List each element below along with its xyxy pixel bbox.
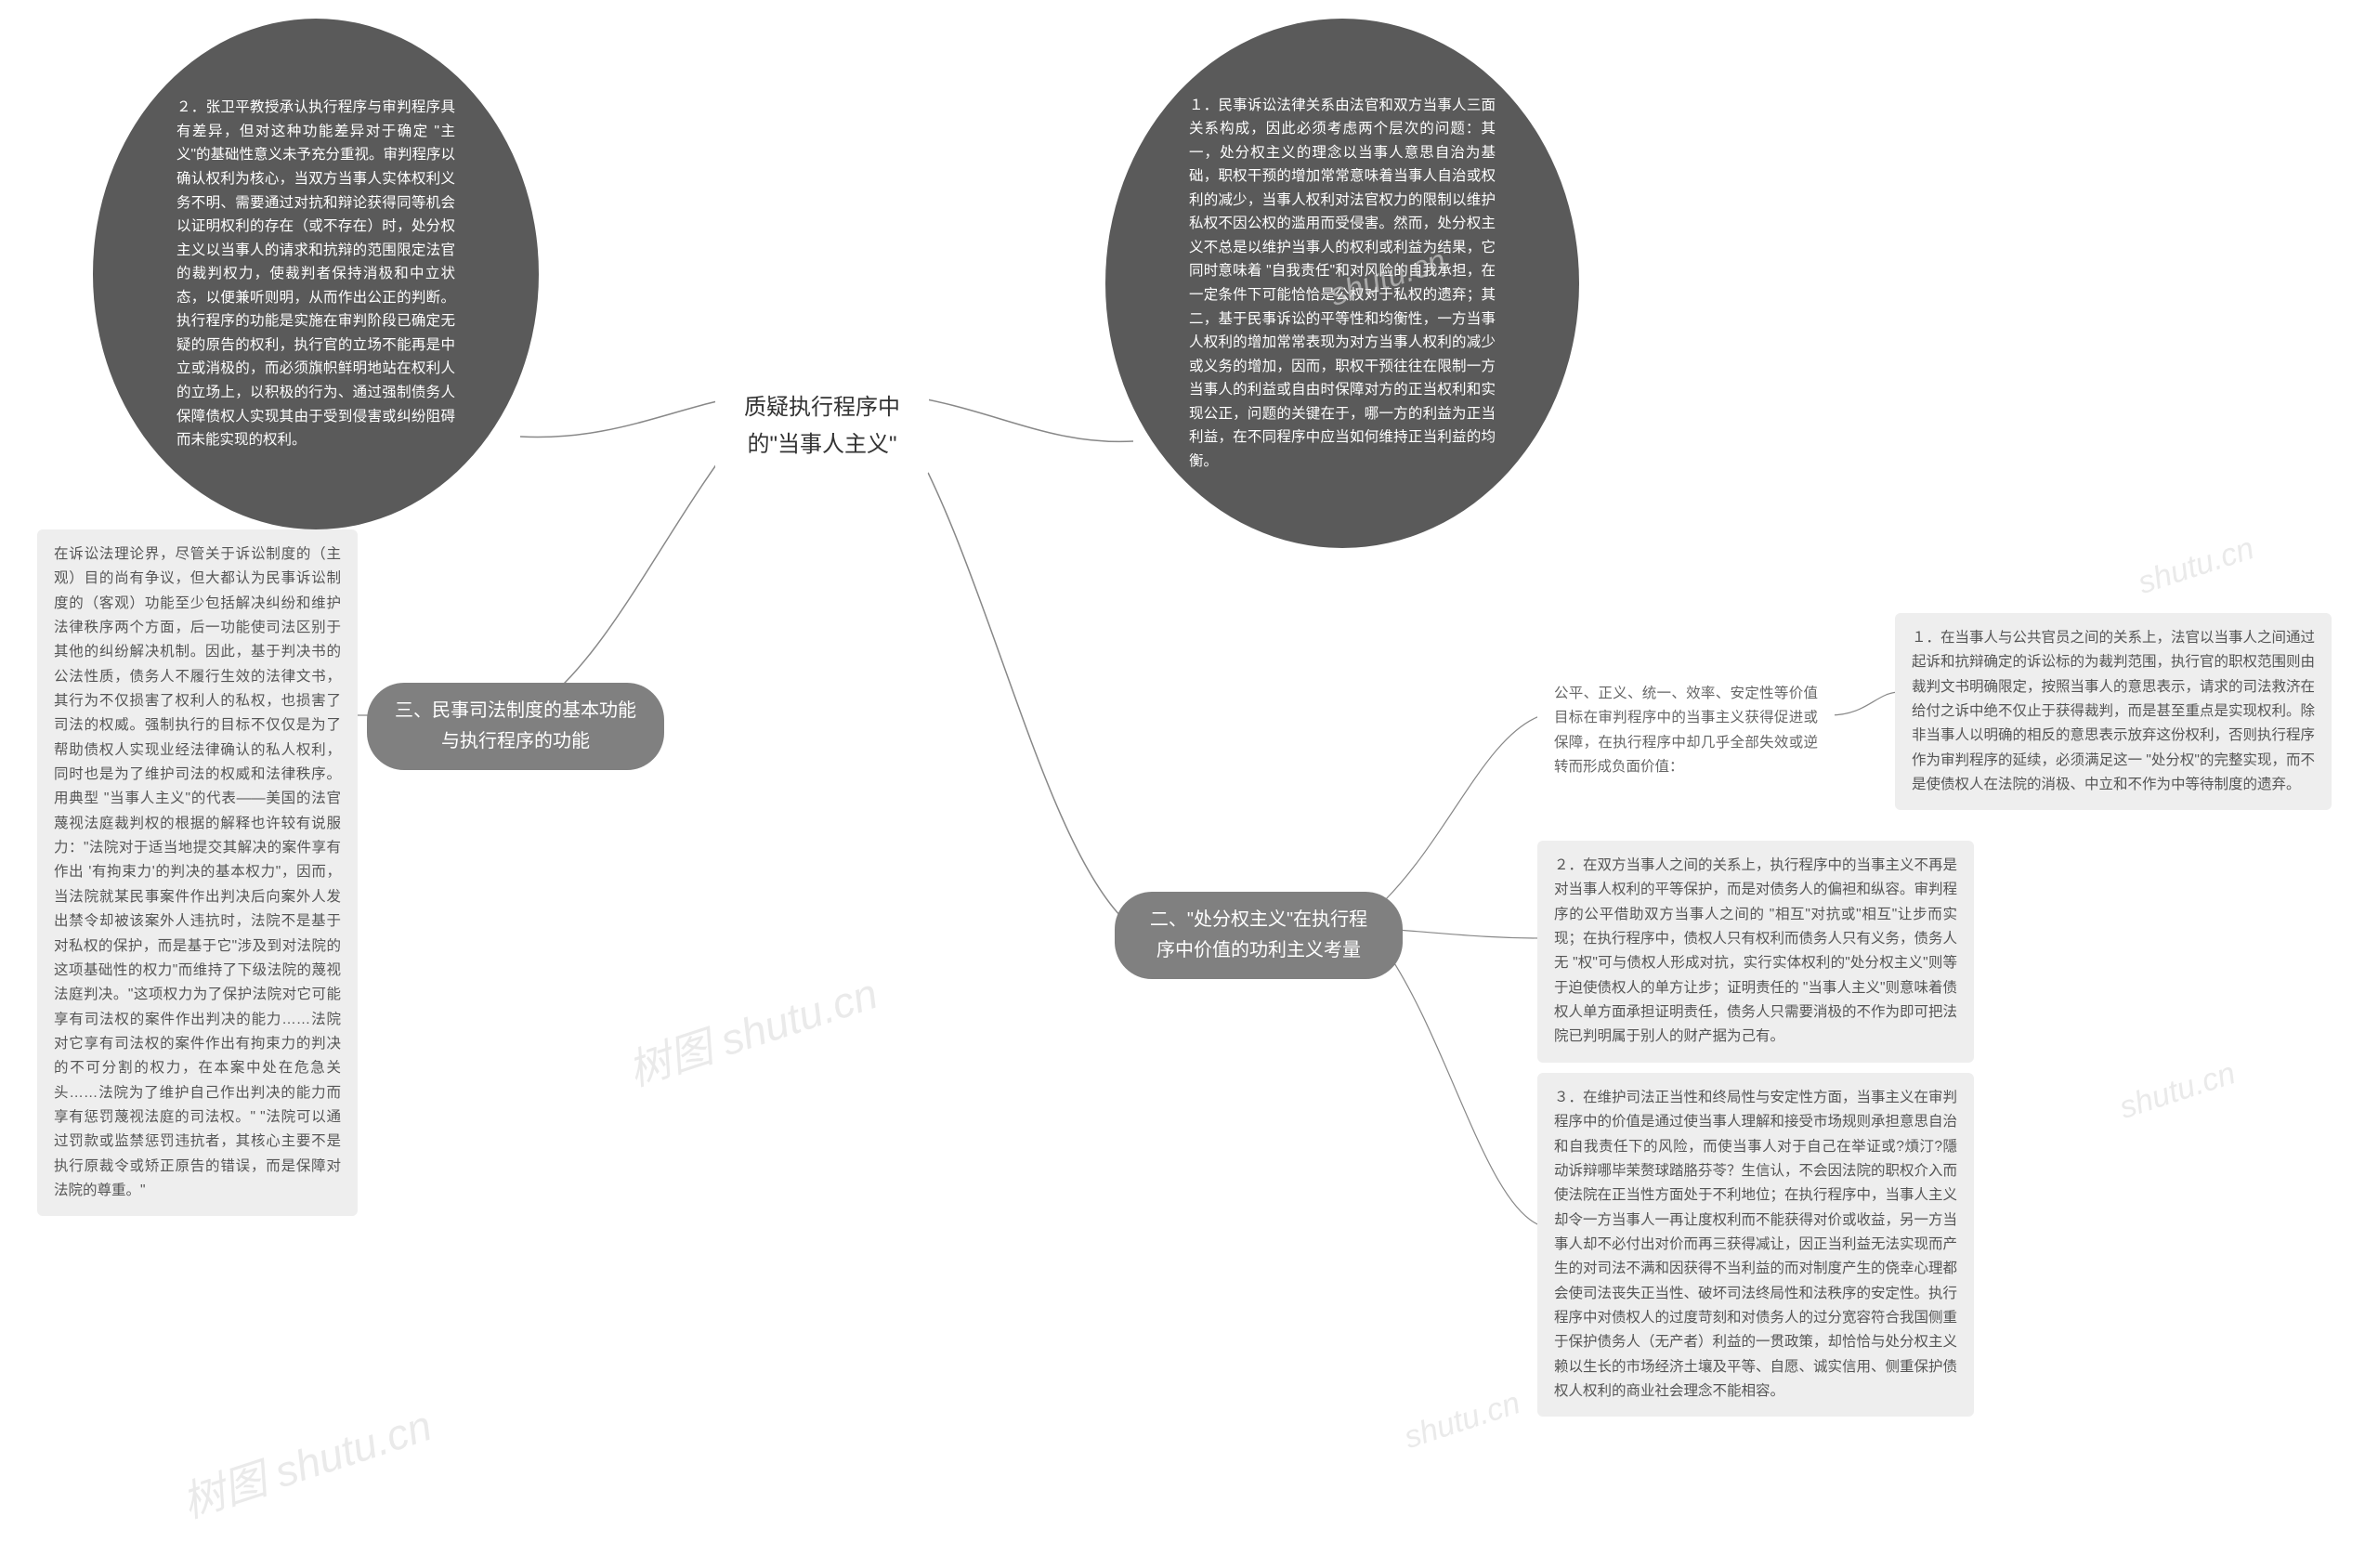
branch-right-label: 二、"处分权主义"在执行程序中价值的功利主义考量 <box>1150 909 1367 960</box>
watermark: 树图 shutu.cn <box>174 1392 438 1531</box>
top-right-ellipse-text: １．民事诉讼法律关系由法官和双方当事人三面关系构成，因此必须考虑两个层次的问题：… <box>1189 94 1496 474</box>
branch-right-leaf-2: ２．在双方当事人之间的关系上，执行程序中的当事主义不再是对当事人权利的平等保护，… <box>1537 841 1974 1063</box>
watermark: 树图 shutu.cn <box>620 960 884 1099</box>
branch-right-leaf-1: １．在当事人与公共官员之间的关系上，法官以当事人之间通过起诉和抗辩确定的诉讼标的… <box>1895 613 2332 810</box>
branch-left-leaf: 在诉讼法理论界，尽管关于诉讼制度的（主观）目的尚有争议，但大都认为民事诉讼制度的… <box>37 529 358 1216</box>
branch-right-leaf-3-text: ３．在维护司法正当性和终局性与安定性方面，当事主义在审判程序中的价值是通过使当事… <box>1554 1090 1957 1399</box>
watermark: shutu.cn <box>1400 1385 1524 1457</box>
branch-right-leaf-3: ３．在维护司法正当性和终局性与安定性方面，当事主义在审判程序中的价值是通过使当事… <box>1537 1073 1974 1417</box>
node-top-left-ellipse: ２．张卫平教授承认执行程序与审判程序具有差异，但对这种功能差异对于确定 "主义"… <box>93 19 539 529</box>
branch-left-label: 三、民事司法制度的基本功能与执行程序的功能 <box>395 700 636 751</box>
branch-right-leaf-2-text: ２．在双方当事人之间的关系上，执行程序中的当事主义不再是对当事人权利的平等保护，… <box>1554 857 1957 1044</box>
branch-right-intro-text: 公平、正义、统一、效率、安定性等价值目标在审判程序中的当事主义获得促进或保障，在… <box>1554 686 1818 775</box>
watermark: shutu.cn <box>2115 1055 2240 1127</box>
top-left-ellipse-text: ２．张卫平教授承认执行程序与审判程序具有差异，但对这种功能差异对于确定 "主义"… <box>176 96 455 451</box>
branch-left: 三、民事司法制度的基本功能与执行程序的功能 <box>367 683 664 770</box>
center-topic: 质疑执行程序中的"当事人主义" <box>715 376 929 476</box>
node-top-right-ellipse: １．民事诉讼法律关系由法官和双方当事人三面关系构成，因此必须考虑两个层次的问题：… <box>1105 19 1579 548</box>
center-topic-text: 质疑执行程序中的"当事人主义" <box>744 395 900 457</box>
branch-left-leaf-text: 在诉讼法理论界，尽管关于诉讼制度的（主观）目的尚有争议，但大都认为民事诉讼制度的… <box>54 546 341 1198</box>
branch-right-intro: 公平、正义、统一、效率、安定性等价值目标在审判程序中的当事主义获得促进或保障，在… <box>1537 669 1835 792</box>
watermark: shutu.cn <box>2134 530 2258 602</box>
branch-right-leaf-1-text: １．在当事人与公共官员之间的关系上，法官以当事人之间通过起诉和抗辩确定的诉讼标的… <box>1912 630 2315 792</box>
branch-right: 二、"处分权主义"在执行程序中价值的功利主义考量 <box>1115 892 1403 979</box>
